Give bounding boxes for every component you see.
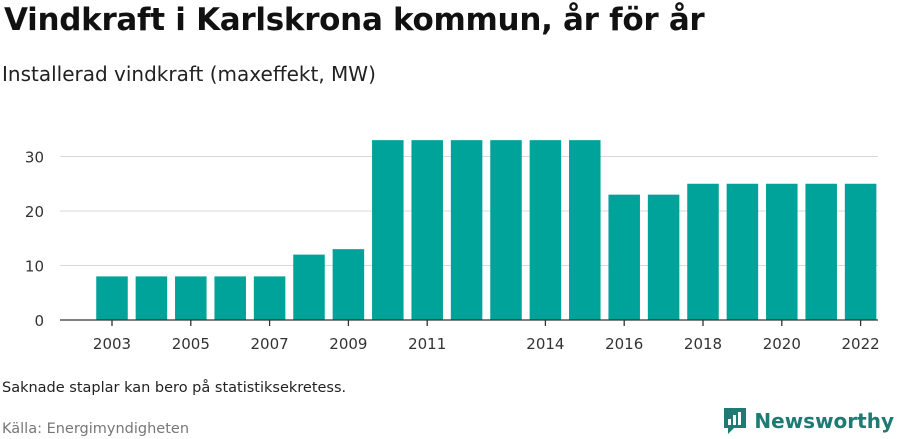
bar-2015 xyxy=(569,140,601,320)
x-tick-label: 2022 xyxy=(842,335,880,353)
newsworthy-logo-icon xyxy=(724,408,747,434)
y-tick-label: 0 xyxy=(34,312,44,330)
bar-2016 xyxy=(608,194,640,320)
bar-2009 xyxy=(332,249,365,320)
bar-2022 xyxy=(844,183,877,320)
y-tick-label: 30 xyxy=(25,149,44,167)
brand-logo[interactable]: Newsworthy xyxy=(722,406,894,436)
bar-2018 xyxy=(687,183,719,320)
x-tick-label: 2020 xyxy=(763,335,801,353)
x-tick-label: 2005 xyxy=(172,335,210,353)
bar-2005 xyxy=(175,276,207,320)
bar-2020 xyxy=(766,183,798,320)
footnote: Saknade staplar kan bero på statistiksek… xyxy=(2,380,347,396)
bar-2019 xyxy=(726,183,759,320)
bar-2012 xyxy=(450,140,483,320)
source-note: Källa: Energimyndigheten xyxy=(2,421,190,437)
x-tick-label: 2007 xyxy=(251,335,289,353)
x-tick-label: 2016 xyxy=(605,335,643,353)
x-tick-label: 2009 xyxy=(329,335,367,353)
bar-2011 xyxy=(411,140,443,320)
bar-2021 xyxy=(805,183,837,320)
bar-2008 xyxy=(293,254,325,320)
bar-2004 xyxy=(135,276,168,320)
x-tick-label: 2014 xyxy=(526,335,564,353)
bar-2007 xyxy=(253,276,286,320)
x-tick-label: 2011 xyxy=(408,335,446,353)
y-tick-label: 10 xyxy=(25,258,44,276)
brand-name: Newsworthy xyxy=(754,409,894,433)
bar-2017 xyxy=(647,194,680,320)
x-tick-label: 2018 xyxy=(684,335,722,353)
chart-subtitle: Installerad vindkraft (maxeffekt, MW) xyxy=(2,62,376,86)
bar-2006 xyxy=(214,276,246,320)
bar-2014 xyxy=(529,140,562,320)
bar-2010 xyxy=(372,140,404,320)
x-tick-label: 2003 xyxy=(93,335,131,353)
bar-chart: 0 10 20 30 2003 2005 2007 2009 2011 2014 2016 2018 2… xyxy=(25,140,880,353)
y-tick-label: 20 xyxy=(25,203,44,221)
bar-2003 xyxy=(96,276,128,320)
chart-title: Vindkraft i Karlskrona kommun, år för år xyxy=(4,2,705,38)
bar-2013 xyxy=(490,140,522,320)
